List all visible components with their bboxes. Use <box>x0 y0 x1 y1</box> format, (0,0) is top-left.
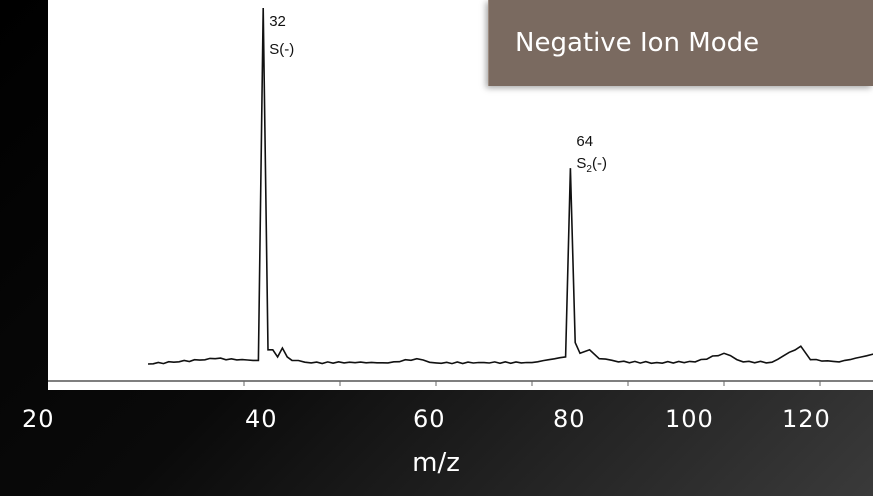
peak-formula-label: S(-) <box>269 41 294 58</box>
peak-mass-label: 64 <box>576 133 593 150</box>
spectrum-line <box>147 7 873 365</box>
x-tick-label: 80 <box>553 405 586 433</box>
x-tick-label: 40 <box>245 405 278 433</box>
peak-formula-label: S2(-) <box>576 155 607 175</box>
x-tick-label: 20 <box>22 405 55 433</box>
x-axis-minor-ticks <box>243 381 821 386</box>
peak-mass-label: 32 <box>269 13 286 30</box>
x-tick-label: 100 <box>665 405 714 433</box>
mode-badge: Negative Ion Mode <box>488 0 873 86</box>
x-tick-label: 120 <box>782 405 831 433</box>
x-axis-label: m/z <box>412 448 460 478</box>
x-tick-label: 60 <box>413 405 446 433</box>
